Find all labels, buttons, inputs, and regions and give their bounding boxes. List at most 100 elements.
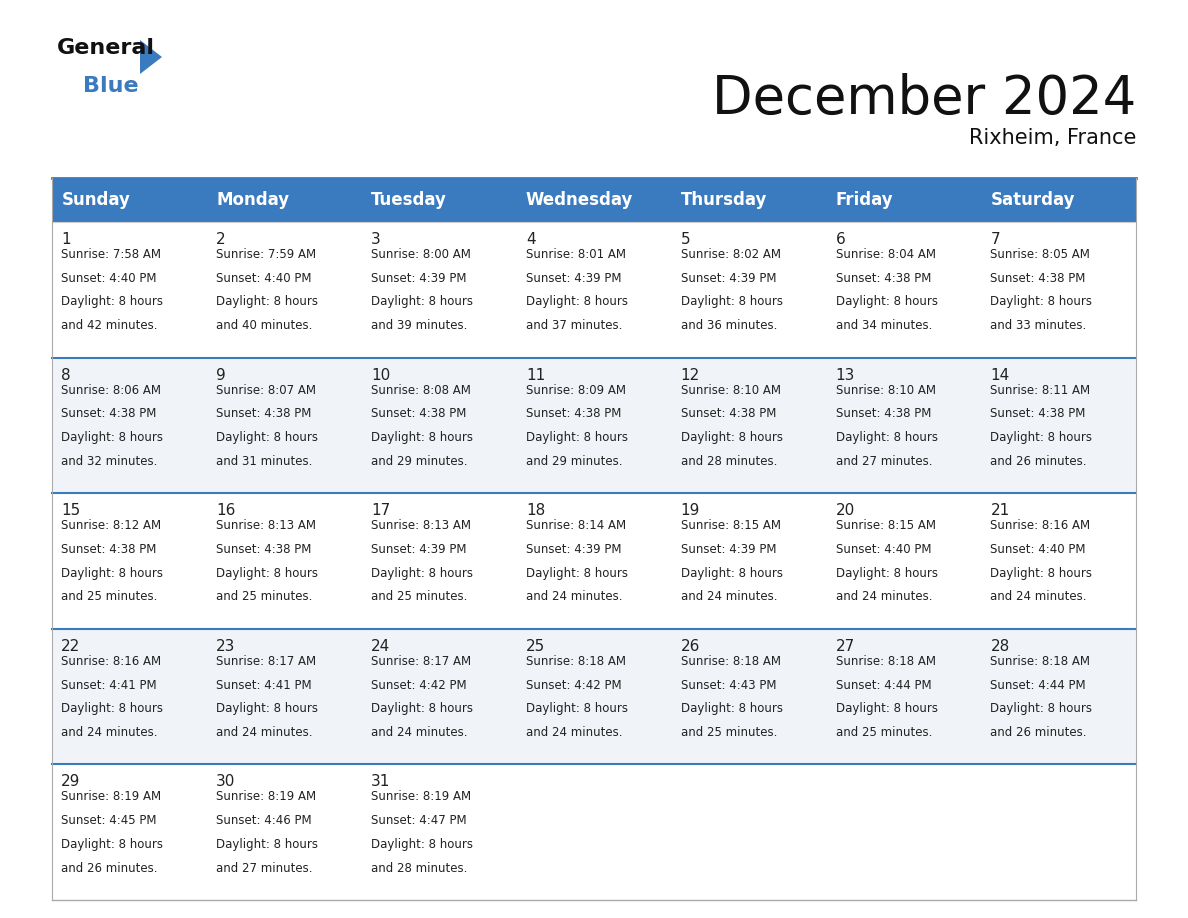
Text: Daylight: 8 hours: Daylight: 8 hours [371, 296, 473, 308]
Bar [827, 493, 981, 629]
Text: and 29 minutes.: and 29 minutes. [371, 454, 468, 468]
Text: Sunrise: 8:09 AM: Sunrise: 8:09 AM [526, 384, 626, 397]
Text: 17: 17 [371, 503, 390, 518]
Bar [827, 222, 981, 358]
Text: Sunset: 4:38 PM: Sunset: 4:38 PM [216, 543, 311, 556]
Text: Sunrise: 8:12 AM: Sunrise: 8:12 AM [62, 520, 162, 532]
Text: Sunrise: 8:19 AM: Sunrise: 8:19 AM [62, 790, 162, 803]
Text: Sunset: 4:42 PM: Sunset: 4:42 PM [371, 678, 467, 691]
Text: 22: 22 [62, 639, 81, 654]
Text: Saturday: Saturday [991, 191, 1075, 209]
Text: and 28 minutes.: and 28 minutes. [681, 454, 777, 468]
Text: Daylight: 8 hours: Daylight: 8 hours [835, 296, 937, 308]
Text: 24: 24 [371, 639, 390, 654]
Text: Sunrise: 8:17 AM: Sunrise: 8:17 AM [216, 655, 316, 667]
Text: Sunrise: 8:11 AM: Sunrise: 8:11 AM [991, 384, 1091, 397]
Text: Daylight: 8 hours: Daylight: 8 hours [835, 566, 937, 579]
Text: Sunrise: 8:16 AM: Sunrise: 8:16 AM [991, 520, 1091, 532]
Text: Sunrise: 8:05 AM: Sunrise: 8:05 AM [991, 248, 1091, 261]
Text: Friday: Friday [835, 191, 893, 209]
Text: 3: 3 [371, 232, 381, 247]
Bar [981, 493, 1136, 629]
Text: Sunrise: 8:10 AM: Sunrise: 8:10 AM [681, 384, 781, 397]
Text: and 24 minutes.: and 24 minutes. [835, 590, 933, 603]
Text: 13: 13 [835, 367, 855, 383]
Text: Sunrise: 8:13 AM: Sunrise: 8:13 AM [371, 520, 470, 532]
Text: and 40 minutes.: and 40 minutes. [216, 319, 312, 332]
Bar [361, 765, 517, 900]
Text: Daylight: 8 hours: Daylight: 8 hours [216, 296, 318, 308]
Text: Sunset: 4:38 PM: Sunset: 4:38 PM [62, 543, 157, 556]
Text: Sunset: 4:46 PM: Sunset: 4:46 PM [216, 814, 311, 827]
Text: Sunrise: 8:15 AM: Sunrise: 8:15 AM [835, 520, 936, 532]
Bar [517, 358, 671, 493]
Bar [981, 765, 1136, 900]
Text: Sunset: 4:38 PM: Sunset: 4:38 PM [62, 408, 157, 420]
Text: 14: 14 [991, 367, 1010, 383]
Text: Sunrise: 8:17 AM: Sunrise: 8:17 AM [371, 655, 472, 667]
Text: Daylight: 8 hours: Daylight: 8 hours [371, 702, 473, 715]
Bar [981, 629, 1136, 765]
Text: Sunset: 4:44 PM: Sunset: 4:44 PM [835, 678, 931, 691]
Text: and 39 minutes.: and 39 minutes. [371, 319, 467, 332]
Bar [517, 222, 671, 358]
Text: Daylight: 8 hours: Daylight: 8 hours [216, 431, 318, 444]
Bar [52, 178, 207, 222]
Bar [361, 222, 517, 358]
Text: and 29 minutes.: and 29 minutes. [526, 454, 623, 468]
Bar [981, 222, 1136, 358]
Text: Daylight: 8 hours: Daylight: 8 hours [835, 431, 937, 444]
Text: Sunset: 4:41 PM: Sunset: 4:41 PM [62, 678, 157, 691]
Bar [361, 178, 517, 222]
Text: Sunrise: 7:59 AM: Sunrise: 7:59 AM [216, 248, 316, 261]
Text: 27: 27 [835, 639, 855, 654]
Text: and 26 minutes.: and 26 minutes. [991, 726, 1087, 739]
Text: Daylight: 8 hours: Daylight: 8 hours [371, 431, 473, 444]
Text: Sunrise: 8:00 AM: Sunrise: 8:00 AM [371, 248, 470, 261]
Text: Sunset: 4:38 PM: Sunset: 4:38 PM [216, 408, 311, 420]
Text: and 25 minutes.: and 25 minutes. [216, 590, 312, 603]
Text: Thursday: Thursday [681, 191, 767, 209]
Text: 4: 4 [526, 232, 536, 247]
Text: Sunset: 4:42 PM: Sunset: 4:42 PM [526, 678, 621, 691]
Text: Sunrise: 8:15 AM: Sunrise: 8:15 AM [681, 520, 781, 532]
Text: Sunrise: 8:18 AM: Sunrise: 8:18 AM [681, 655, 781, 667]
Text: Sunset: 4:39 PM: Sunset: 4:39 PM [681, 543, 776, 556]
Text: Sunset: 4:39 PM: Sunset: 4:39 PM [371, 543, 467, 556]
Text: 10: 10 [371, 367, 390, 383]
Bar [981, 178, 1136, 222]
Bar [52, 493, 207, 629]
Text: and 28 minutes.: and 28 minutes. [371, 862, 467, 875]
Text: and 25 minutes.: and 25 minutes. [835, 726, 931, 739]
Bar [52, 222, 207, 358]
Text: Sunrise: 7:58 AM: Sunrise: 7:58 AM [62, 248, 162, 261]
Text: Sunrise: 8:18 AM: Sunrise: 8:18 AM [526, 655, 626, 667]
Text: and 24 minutes.: and 24 minutes. [371, 726, 468, 739]
Text: 12: 12 [681, 367, 700, 383]
Bar [207, 178, 361, 222]
Text: Sunset: 4:40 PM: Sunset: 4:40 PM [991, 543, 1086, 556]
Bar [52, 765, 207, 900]
Text: Daylight: 8 hours: Daylight: 8 hours [681, 296, 783, 308]
Bar [671, 629, 827, 765]
Text: Sunrise: 8:10 AM: Sunrise: 8:10 AM [835, 384, 936, 397]
Text: 30: 30 [216, 775, 235, 789]
Text: Sunrise: 8:18 AM: Sunrise: 8:18 AM [991, 655, 1091, 667]
Text: 6: 6 [835, 232, 846, 247]
Text: Daylight: 8 hours: Daylight: 8 hours [62, 838, 163, 851]
Text: Sunset: 4:38 PM: Sunset: 4:38 PM [526, 408, 621, 420]
Text: Sunrise: 8:08 AM: Sunrise: 8:08 AM [371, 384, 470, 397]
Text: Sunrise: 8:07 AM: Sunrise: 8:07 AM [216, 384, 316, 397]
Text: Sunset: 4:44 PM: Sunset: 4:44 PM [991, 678, 1086, 691]
Bar [52, 358, 207, 493]
Text: and 42 minutes.: and 42 minutes. [62, 319, 158, 332]
Text: and 24 minutes.: and 24 minutes. [216, 726, 312, 739]
Text: Sunset: 4:39 PM: Sunset: 4:39 PM [681, 272, 776, 285]
Text: Daylight: 8 hours: Daylight: 8 hours [991, 702, 1093, 715]
Bar [671, 765, 827, 900]
Text: and 26 minutes.: and 26 minutes. [991, 454, 1087, 468]
Text: Sunrise: 8:18 AM: Sunrise: 8:18 AM [835, 655, 936, 667]
Bar [827, 765, 981, 900]
Text: 23: 23 [216, 639, 235, 654]
Text: and 25 minutes.: and 25 minutes. [371, 590, 467, 603]
